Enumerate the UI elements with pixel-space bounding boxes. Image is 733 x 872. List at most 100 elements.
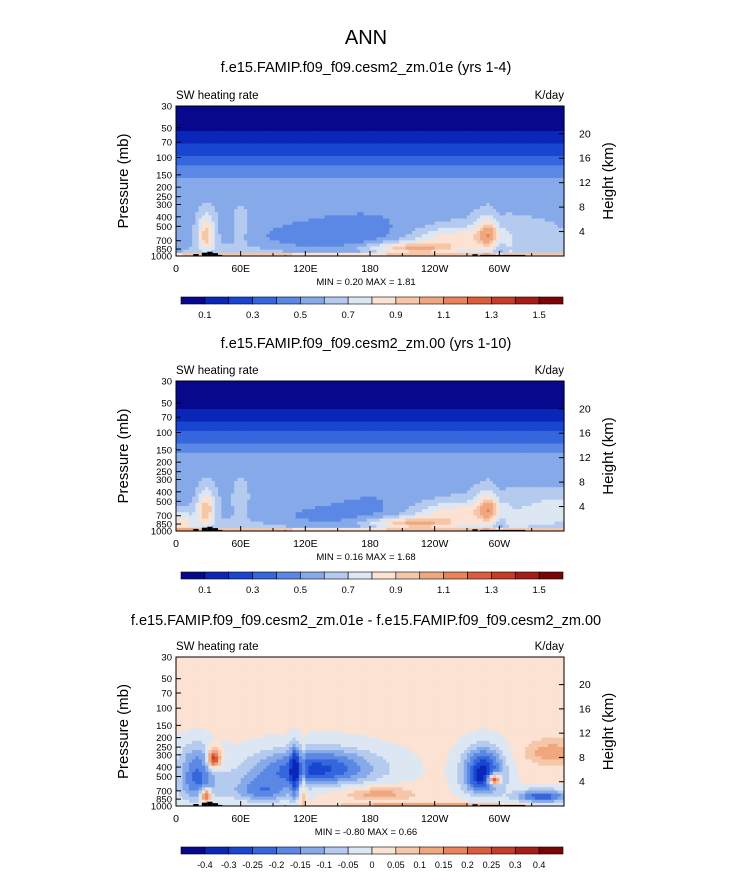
heatmap-cell <box>551 212 555 216</box>
heatmap-cell <box>412 112 416 116</box>
heatmap-cell <box>234 143 239 148</box>
heatmap-cell <box>531 231 536 235</box>
heatmap-cell <box>402 106 407 110</box>
heatmap-cell <box>379 212 384 216</box>
heatmap-cell <box>295 109 300 113</box>
heatmap-cell <box>205 162 209 166</box>
heatmap-cell <box>376 121 381 126</box>
heatmap-cell <box>360 121 365 126</box>
heatmap-cell <box>521 184 526 188</box>
heatmap-cell <box>282 181 287 185</box>
heatmap-cell <box>276 118 281 123</box>
heatmap-cell <box>489 215 494 220</box>
heatmap-cell <box>247 177 251 182</box>
heatmap-cell <box>447 190 452 195</box>
heatmap-cell <box>376 177 381 182</box>
heatmap-cell <box>399 234 403 238</box>
heatmap-cell <box>208 234 213 238</box>
heatmap-cell <box>434 152 439 157</box>
heatmap-cell <box>496 224 500 229</box>
heatmap-cell <box>295 177 300 182</box>
heatmap-cell <box>224 149 229 154</box>
heatmap-cell <box>476 159 481 163</box>
heatmap-cell <box>363 149 368 154</box>
heatmap-cell <box>534 159 539 163</box>
heatmap-cell <box>311 202 316 207</box>
heatmap-cell <box>327 221 332 226</box>
heatmap-cell <box>347 149 352 154</box>
heatmap-cell <box>479 190 484 195</box>
heatmap-cell <box>188 218 193 223</box>
heatmap-cell <box>273 212 277 216</box>
heatmap-cell <box>541 118 546 123</box>
heatmap-cell <box>470 165 475 170</box>
heatmap-cell <box>327 146 332 151</box>
heatmap-cell <box>363 112 368 116</box>
heatmap-cell <box>544 168 549 173</box>
heatmap-cell <box>395 177 400 182</box>
heatmap-cell <box>386 209 390 213</box>
heatmap-cell <box>418 162 423 166</box>
heatmap-cell <box>412 174 416 179</box>
heatmap-cell <box>370 156 374 160</box>
heatmap-cell <box>337 193 342 198</box>
heatmap-cell <box>505 177 510 182</box>
heatmap-cell <box>247 174 251 179</box>
heatmap-cell <box>353 156 358 160</box>
heatmap-cell <box>431 181 436 185</box>
heatmap-cell <box>515 159 520 163</box>
heatmap-cell <box>357 134 361 138</box>
heatmap-cell <box>470 196 475 201</box>
heatmap-cell <box>499 115 504 120</box>
heatmap-cell <box>321 231 326 235</box>
heatmap-cell <box>399 140 403 145</box>
heatmap-cell <box>389 231 394 235</box>
heatmap-cell <box>182 121 187 126</box>
heatmap-cell <box>428 171 433 176</box>
heatmap-cell <box>237 137 242 141</box>
heatmap-cell <box>230 137 235 141</box>
heatmap-cell <box>412 196 416 201</box>
heatmap-cell <box>554 221 559 226</box>
heatmap-cell <box>505 115 510 120</box>
heatmap-cell <box>324 181 329 185</box>
heatmap-cell <box>415 159 420 163</box>
heatmap-cell <box>302 124 306 129</box>
heatmap-cell <box>366 118 371 123</box>
heatmap-cell <box>434 162 439 166</box>
heatmap-cell <box>531 124 536 129</box>
heatmap-cell <box>366 174 371 179</box>
heatmap-cell <box>454 140 458 145</box>
heatmap-cell <box>450 193 455 198</box>
heatmap-cell <box>376 209 381 213</box>
heatmap-cell <box>256 140 261 145</box>
heatmap-cell <box>347 162 352 166</box>
heatmap-cell <box>253 171 258 176</box>
heatmap-cell <box>454 131 458 135</box>
heatmap-cell <box>379 162 384 166</box>
heatmap-cell <box>308 190 313 195</box>
heatmap-cell <box>483 174 487 179</box>
heatmap-cell <box>560 118 565 123</box>
heatmap-cell <box>285 137 290 141</box>
heatmap-cell <box>266 156 271 160</box>
heatmap-cell <box>324 218 329 223</box>
heatmap-cell <box>198 227 203 232</box>
heatmap-cell <box>298 199 303 204</box>
heatmap-cell <box>279 115 284 120</box>
heatmap-cell <box>230 212 235 216</box>
heatmap-cell <box>350 115 355 120</box>
heatmap-cell <box>460 199 465 204</box>
heatmap-cell <box>454 171 458 176</box>
heatmap-cell <box>424 124 429 129</box>
heatmap-cell <box>253 106 258 110</box>
heatmap-cell <box>525 131 530 135</box>
heatmap-cell <box>437 209 442 213</box>
heatmap-cell <box>353 106 358 110</box>
heatmap-cell <box>340 224 345 229</box>
heatmap-cell <box>211 106 216 110</box>
heatmap-cell <box>182 115 187 120</box>
heatmap-cell <box>389 193 394 198</box>
heatmap-cell <box>502 227 507 232</box>
heatmap-cell <box>441 162 445 166</box>
